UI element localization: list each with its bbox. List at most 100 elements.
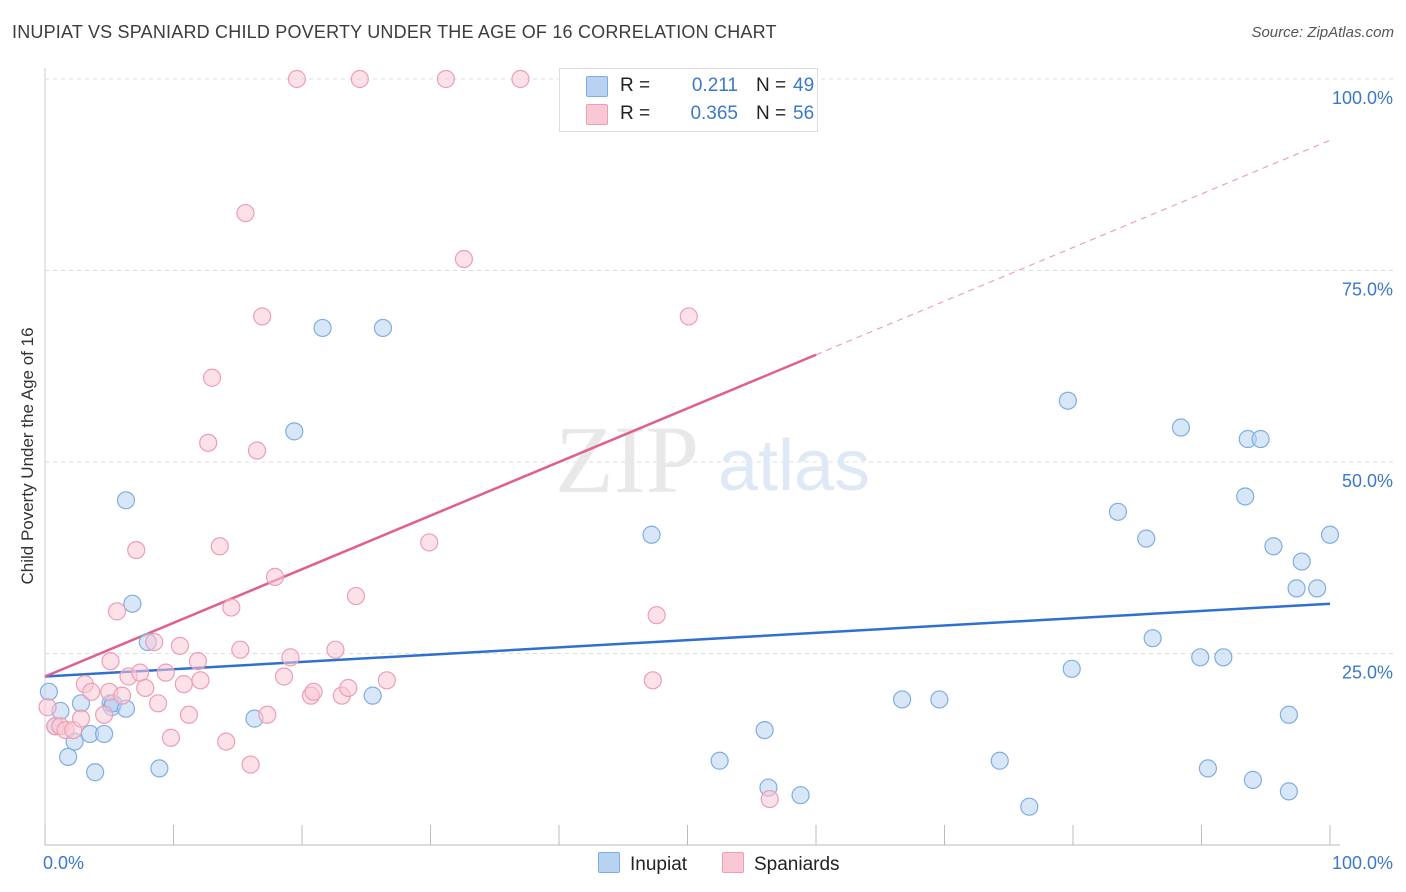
spaniards-swatch bbox=[722, 852, 744, 873]
trend-lines bbox=[44, 139, 1331, 678]
spaniards-point bbox=[130, 663, 150, 682]
r-label: R = bbox=[620, 103, 651, 124]
inupiat-swatch bbox=[586, 76, 608, 97]
gridlines bbox=[45, 78, 1395, 654]
inupiat-point bbox=[1279, 782, 1298, 801]
r-label: R = bbox=[620, 75, 651, 96]
n-label: N = bbox=[756, 75, 787, 96]
y-tick-label: 100.0% bbox=[1332, 88, 1393, 108]
inupiat-point bbox=[1020, 797, 1039, 816]
inupiat-point bbox=[642, 525, 661, 544]
x-tick-label: 100.0% bbox=[1332, 853, 1393, 873]
inupiat-point bbox=[1191, 648, 1210, 667]
watermark-atlas: atlas bbox=[718, 426, 870, 506]
spaniards-point bbox=[350, 69, 369, 89]
spaniards-point bbox=[156, 663, 175, 682]
spaniards-point bbox=[241, 755, 260, 774]
spaniards-point bbox=[265, 567, 285, 587]
spaniards-point bbox=[217, 732, 236, 751]
spaniards-point bbox=[643, 671, 662, 690]
inupiat-point bbox=[1171, 418, 1191, 437]
spaniards-swatch bbox=[586, 104, 608, 125]
n-label: N = bbox=[756, 103, 787, 124]
inupiat-point bbox=[1058, 391, 1077, 410]
chart-title: INUPIAT VS SPANIARD CHILD POVERTY UNDER … bbox=[12, 22, 777, 42]
spaniards-point bbox=[95, 705, 114, 724]
inupiat-point bbox=[755, 720, 774, 740]
spaniards-point bbox=[511, 69, 530, 89]
n-value: 56 bbox=[793, 103, 815, 124]
inupiat-point bbox=[1292, 552, 1311, 571]
inupiat-point bbox=[313, 318, 332, 338]
spaniards-point bbox=[210, 537, 229, 556]
y-tick-label: 25.0% bbox=[1342, 663, 1393, 683]
watermark: ZIP atlas bbox=[555, 406, 870, 513]
correlation-legend: R = 0.211 N = 49 R = 0.365 N = 56 bbox=[559, 68, 818, 132]
inupiat-point bbox=[1236, 487, 1255, 506]
r-value: 0.365 bbox=[690, 103, 738, 124]
spaniards-point bbox=[161, 728, 181, 747]
inupiat-point bbox=[930, 690, 949, 709]
inupiat-point bbox=[1251, 429, 1270, 449]
spaniards-point bbox=[188, 652, 208, 671]
spaniards-point bbox=[199, 433, 218, 452]
spaniards-point bbox=[258, 705, 277, 724]
spaniards-point bbox=[281, 648, 300, 667]
spaniards-point bbox=[202, 368, 222, 387]
spaniards-point bbox=[112, 686, 132, 705]
spaniards-point bbox=[222, 598, 241, 617]
spaniards-point bbox=[436, 69, 456, 89]
spaniards-point bbox=[191, 671, 210, 690]
inupiat-point bbox=[1279, 705, 1298, 724]
n-value: 49 bbox=[793, 75, 815, 96]
legend-label-inupiat: Inupiat bbox=[630, 854, 688, 875]
inupiat-point bbox=[1062, 659, 1081, 678]
legend-item-spaniards: Spaniards bbox=[722, 852, 840, 876]
spaniards-point bbox=[101, 652, 120, 671]
inupiat-point bbox=[373, 318, 393, 338]
inupiat-point bbox=[1214, 648, 1233, 667]
inupiat-point bbox=[791, 786, 810, 805]
spaniards-point bbox=[148, 694, 168, 713]
data-points bbox=[38, 69, 1340, 816]
spaniards-point bbox=[647, 606, 666, 625]
watermark-zip: ZIP bbox=[555, 406, 699, 513]
inupiat-point bbox=[990, 751, 1009, 770]
spaniards-point bbox=[454, 249, 474, 269]
spaniards-point bbox=[346, 586, 366, 606]
inupiat-point bbox=[1108, 502, 1128, 521]
spaniards-point bbox=[679, 307, 698, 326]
spaniards-point bbox=[231, 640, 250, 659]
legend-item-inupiat: Inupiat bbox=[598, 852, 687, 876]
inupiat-point bbox=[1143, 629, 1162, 648]
spaniards-point bbox=[107, 602, 127, 621]
spaniards-point bbox=[82, 682, 101, 701]
x-tick-label: 0.0% bbox=[43, 853, 84, 873]
inupiat-point bbox=[892, 690, 912, 709]
inupiat-point bbox=[1287, 579, 1306, 598]
inupiat-point bbox=[363, 686, 382, 705]
spaniards-point bbox=[304, 682, 323, 701]
inupiat-point bbox=[86, 763, 105, 782]
spaniards-point bbox=[38, 698, 57, 717]
inupiat-point bbox=[1137, 529, 1156, 548]
inupiat-swatch bbox=[598, 852, 620, 873]
inupiat-point bbox=[1320, 525, 1340, 544]
inupiat-point bbox=[123, 594, 142, 613]
inupiat-point bbox=[1264, 537, 1283, 556]
inupiat-point bbox=[1308, 579, 1327, 598]
r-value: 0.211 bbox=[691, 75, 738, 96]
spaniards-point bbox=[145, 632, 164, 652]
spaniards-point bbox=[377, 671, 396, 690]
spaniards-point bbox=[71, 709, 91, 728]
legend-label-spaniards: Spaniards bbox=[754, 854, 840, 875]
inupiat-point bbox=[59, 747, 78, 767]
spaniards-point bbox=[287, 69, 306, 89]
spaniards-point bbox=[174, 675, 193, 694]
spaniards-trend-line bbox=[44, 353, 817, 678]
spaniards-point bbox=[420, 533, 439, 552]
spaniards-point bbox=[179, 705, 199, 724]
tick-labels: 25.0% 50.0% 75.0% 100.0% 0.0% 100.0% bbox=[43, 88, 1393, 873]
spaniards-point bbox=[136, 678, 155, 698]
